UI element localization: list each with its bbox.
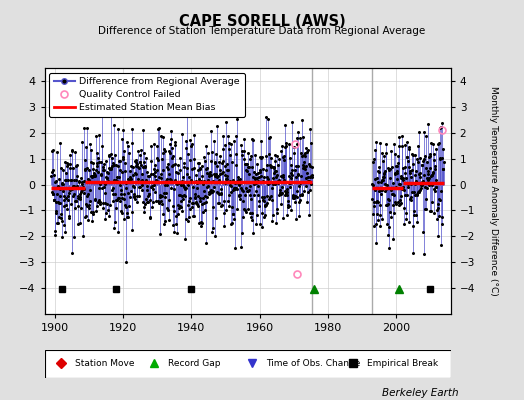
Y-axis label: Monthly Temperature Anomaly Difference (°C): Monthly Temperature Anomaly Difference (…	[489, 86, 498, 296]
Text: CAPE SORELL (AWS): CAPE SORELL (AWS)	[179, 14, 345, 29]
Text: Berkeley Earth: Berkeley Earth	[382, 388, 458, 398]
Legend: Difference from Regional Average, Quality Control Failed, Estimated Station Mean: Difference from Regional Average, Qualit…	[49, 73, 245, 117]
Text: Time of Obs. Change: Time of Obs. Change	[266, 360, 360, 368]
Text: Station Move: Station Move	[75, 360, 135, 368]
Text: Difference of Station Temperature Data from Regional Average: Difference of Station Temperature Data f…	[99, 26, 425, 36]
Text: Record Gap: Record Gap	[168, 360, 221, 368]
FancyBboxPatch shape	[45, 350, 451, 378]
Text: Empirical Break: Empirical Break	[367, 360, 439, 368]
